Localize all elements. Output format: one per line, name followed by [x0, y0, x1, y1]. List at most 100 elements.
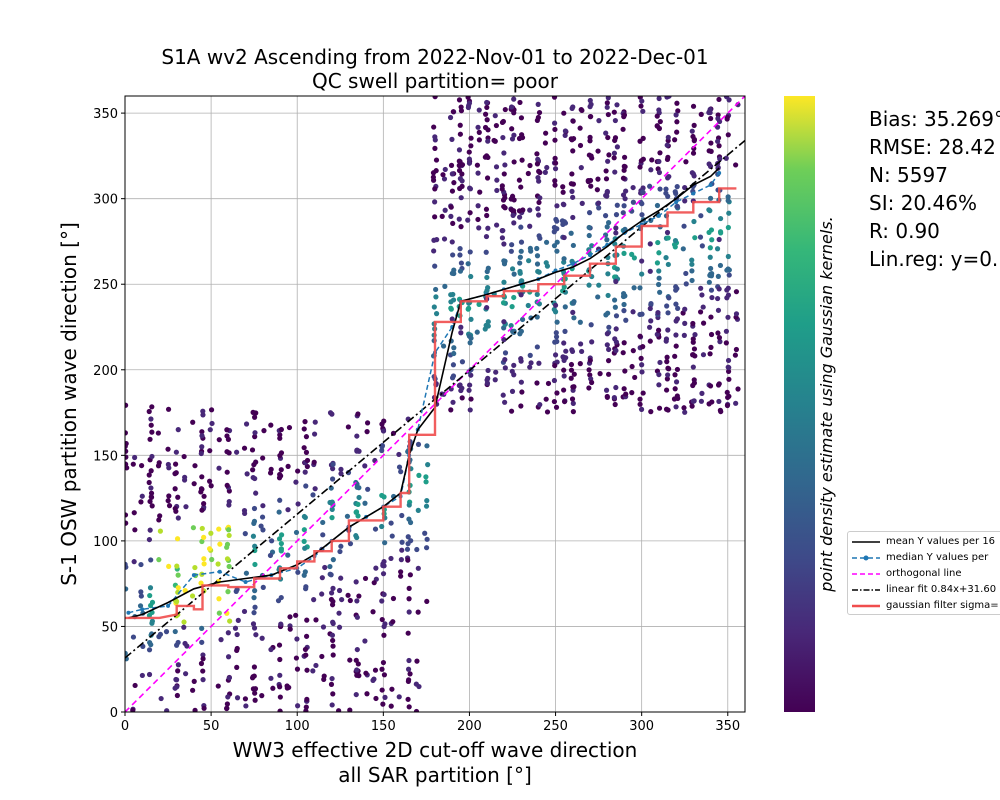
scatter-point	[242, 696, 249, 702]
scatter-point	[606, 346, 612, 353]
scatter-point	[534, 291, 540, 297]
scatter-point	[232, 625, 239, 631]
scatter-point	[519, 157, 525, 163]
scatter-point	[450, 291, 456, 298]
scatter-point	[190, 687, 196, 693]
scatter-point	[637, 396, 643, 402]
scatter-point	[733, 311, 740, 317]
scatter-point	[494, 187, 500, 194]
scatter-point	[166, 563, 172, 570]
scatter-point	[413, 681, 419, 687]
scatter-point	[535, 268, 541, 275]
scatter-point	[554, 218, 560, 224]
scatter-point	[708, 344, 714, 350]
scatter-point	[405, 557, 411, 563]
scatter-point	[347, 707, 353, 712]
scatter-point	[579, 200, 585, 206]
scatter-point	[336, 708, 342, 712]
scatter-point	[431, 248, 437, 254]
scatter-point	[623, 188, 629, 194]
scatter-point	[511, 220, 517, 226]
scatter-point	[201, 493, 207, 499]
scatter-point	[663, 338, 669, 344]
scatter-point	[561, 340, 567, 346]
scatter-point	[301, 538, 307, 544]
scatter-point	[726, 97, 732, 103]
scatter-point	[372, 526, 379, 532]
scatter-point	[517, 99, 523, 106]
scatter-point	[674, 129, 680, 135]
scatter-point	[398, 573, 404, 579]
scatter-point	[440, 343, 447, 349]
scatter-point	[571, 384, 577, 390]
scatter-point	[381, 623, 387, 630]
scatter-point	[347, 657, 353, 663]
scatter-point	[227, 618, 233, 624]
scatter-point	[613, 225, 619, 231]
scatter-point	[571, 371, 577, 377]
scatter-point	[198, 450, 204, 457]
scatter-point	[568, 230, 574, 236]
scatter-point	[552, 120, 558, 126]
scatter-point	[648, 300, 654, 307]
scatter-point	[277, 684, 283, 690]
overlay-lines	[125, 96, 745, 712]
scatter-point	[414, 658, 420, 664]
scatter-point	[277, 656, 283, 663]
scatter-point	[199, 507, 205, 513]
scatter-point	[700, 352, 707, 358]
scatter-point	[449, 136, 455, 142]
scatter-point	[192, 463, 198, 469]
scatter-point	[431, 124, 437, 130]
scatter-point	[449, 270, 455, 276]
scatter-point	[544, 409, 551, 415]
scatter-point	[312, 486, 318, 492]
scatter-point	[715, 273, 721, 279]
scatter-point	[697, 234, 704, 240]
scatter-point	[595, 148, 601, 154]
scatter-point	[527, 207, 533, 213]
scatter-point	[690, 336, 696, 342]
scatter-point	[224, 556, 231, 562]
scatter-point	[681, 223, 687, 229]
scatter-point	[509, 368, 515, 374]
scatter-point	[433, 311, 440, 317]
scatter-point	[252, 543, 258, 549]
scatter-point	[709, 294, 715, 301]
x-tick-label: 250	[543, 719, 568, 734]
scatter-point	[149, 429, 155, 435]
scatter-point	[518, 328, 524, 334]
scatter-point	[313, 617, 319, 623]
scatter-point	[718, 408, 724, 415]
scatter-point	[545, 380, 552, 387]
scatter-point	[493, 369, 499, 375]
scatter-point	[664, 303, 670, 309]
scatter-point	[588, 183, 594, 189]
scatter-point	[448, 305, 454, 311]
scatter-point	[174, 563, 180, 569]
scatter-point	[259, 693, 265, 699]
scatter-point	[689, 128, 695, 134]
scatter-point	[485, 367, 491, 374]
scatter-point	[682, 198, 688, 204]
scatter-point	[276, 536, 283, 542]
scatter-point	[147, 527, 153, 533]
scatter-point	[414, 546, 420, 553]
y-tick-label: 150	[93, 449, 118, 464]
scatter-point	[484, 212, 490, 219]
scatter-point	[243, 570, 250, 576]
scatter-point	[673, 343, 679, 349]
scatter-point	[640, 189, 646, 195]
scatter-point	[476, 301, 482, 307]
scatter-point	[714, 124, 721, 130]
scatter-point	[252, 434, 258, 440]
scatter-point	[717, 339, 723, 345]
scatter-point	[251, 610, 257, 616]
scatter-point	[338, 543, 344, 549]
scatter-point	[725, 194, 731, 200]
scatter-point	[468, 273, 474, 280]
scatter-point	[466, 100, 473, 106]
scatter-point	[432, 186, 438, 192]
scatter-point	[707, 254, 713, 260]
scatter-point	[656, 158, 662, 165]
